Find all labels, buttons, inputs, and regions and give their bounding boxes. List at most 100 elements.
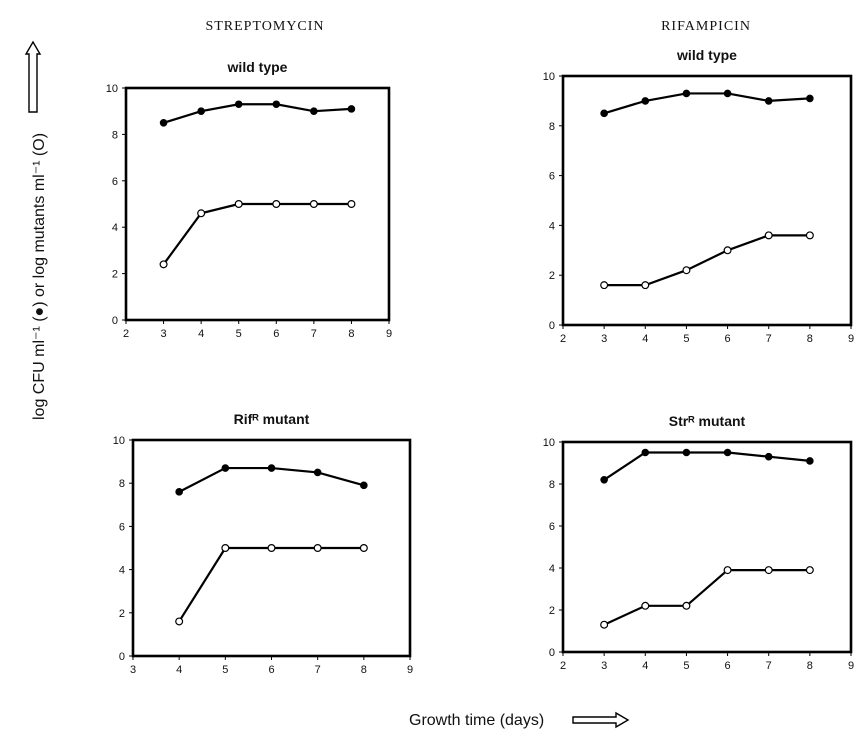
open-data-point	[682, 266, 691, 275]
filled-data-point	[267, 464, 276, 472]
panel-rif-r-mutant-streptomycin: Rifᴿ mutant 3 4 5 6 7 8 9 0 2 4 6 8 10	[113, 411, 413, 676]
series-line	[163, 103, 352, 124]
filled-data-point	[347, 105, 356, 113]
open-data-point	[272, 200, 281, 209]
x-axis-arrow-icon	[572, 711, 630, 729]
x-tick-label: 8	[361, 664, 367, 676]
x-tick-label: 5	[222, 664, 228, 676]
y-tick-label: 0	[549, 647, 555, 659]
series-mutants	[600, 566, 814, 629]
x-axis-title: Growth time (days)	[409, 711, 630, 729]
open-data-point	[359, 543, 368, 552]
y-tick-label: 2	[549, 270, 555, 282]
filled-data-point	[310, 107, 318, 115]
open-data-point	[723, 246, 732, 255]
filled-data-point	[360, 481, 368, 490]
y-tick-label: 2	[549, 605, 555, 617]
filled-data-point	[221, 464, 230, 472]
y-tick-label: 0	[119, 651, 125, 663]
y-axis-title: log CFU ml⁻¹ (●) or log mutants ml⁻¹ (O)	[24, 40, 48, 420]
column-title-streptomycin: STREPTOMYCIN	[205, 19, 324, 34]
x-tick-label: 6	[273, 328, 279, 340]
y-tick-label: 10	[543, 437, 555, 449]
filled-data-point	[159, 119, 168, 127]
filled-data-point	[682, 89, 691, 98]
x-tick-label: 8	[807, 660, 813, 672]
open-data-point	[313, 543, 322, 552]
x-tick-label: 3	[601, 333, 607, 345]
open-data-point	[682, 601, 691, 610]
filled-data-point	[175, 488, 183, 496]
open-data-point	[234, 200, 243, 209]
y-tick-label: 6	[549, 521, 555, 533]
y-tick-label: 8	[549, 479, 555, 491]
open-data-point	[600, 281, 609, 290]
y-axis-label: log CFU ml⁻¹ (●) or log mutants ml⁻¹ (O)	[31, 133, 48, 420]
y-tick-label: 10	[106, 83, 118, 95]
open-data-point	[221, 543, 230, 552]
panel-title: wild type	[676, 47, 737, 63]
filled-data-point	[764, 452, 773, 461]
series-line	[603, 451, 810, 481]
open-data-point	[764, 566, 773, 575]
x-tick-label: 7	[766, 333, 772, 345]
filled-data-point	[197, 107, 205, 115]
x-tick-label: 5	[683, 660, 689, 672]
open-data-point	[641, 601, 650, 610]
open-data-point	[197, 209, 206, 218]
x-tick-label: 7	[311, 328, 317, 340]
open-data-point	[723, 566, 732, 575]
open-data-point	[267, 543, 276, 552]
x-tick-label: 8	[807, 333, 813, 345]
plot-frame	[561, 440, 853, 654]
x-tick-label: 2	[560, 333, 566, 345]
x-tick-label: 9	[848, 660, 854, 672]
x-tick-label: 4	[176, 664, 182, 676]
panel-title: Rifᴿ mutant	[234, 411, 310, 427]
y-axis-arrow-icon	[24, 40, 42, 113]
open-data-point	[641, 281, 650, 290]
x-tick-label: 3	[601, 660, 607, 672]
series-mutants	[600, 231, 814, 290]
series-line	[178, 546, 364, 623]
y-tick-label: 10	[113, 435, 125, 447]
x-tick-label: 9	[848, 333, 854, 345]
series-line	[162, 202, 352, 265]
series-cfu	[600, 448, 814, 484]
panel-title: Strᴿ mutant	[669, 413, 746, 429]
panel-title: wild type	[227, 59, 288, 75]
y-tick-label: 8	[549, 121, 555, 133]
filled-data-point	[723, 89, 732, 98]
x-tick-label: 9	[407, 664, 413, 676]
y-tick-label: 6	[119, 521, 125, 533]
x-tick-label: 2	[123, 328, 129, 340]
y-tick-label: 6	[549, 171, 555, 183]
x-tick-label: 3	[161, 328, 167, 340]
series-line	[603, 92, 810, 115]
open-data-point	[764, 231, 773, 240]
y-tick-label: 10	[543, 71, 555, 83]
y-tick-label: 8	[112, 129, 118, 141]
x-axis-label: Growth time (days)	[409, 712, 544, 729]
y-tick-label: 8	[119, 478, 125, 490]
series-mutants	[175, 543, 368, 626]
y-tick-label: 4	[119, 565, 125, 577]
x-tick-label: 9	[386, 328, 392, 340]
series-cfu	[175, 464, 368, 496]
filled-data-point	[723, 448, 732, 457]
x-tick-label: 5	[683, 333, 689, 345]
open-data-point	[600, 620, 609, 629]
open-data-point	[805, 566, 814, 575]
series-line	[604, 234, 810, 287]
column-title-rifampicin: RIFAMPICIN	[661, 19, 751, 34]
filled-data-point	[600, 109, 608, 118]
y-tick-label: 4	[549, 220, 555, 232]
x-tick-label: 4	[198, 328, 204, 340]
x-tick-label: 8	[348, 328, 354, 340]
x-tick-label: 6	[268, 664, 274, 676]
filled-data-point	[764, 97, 773, 105]
filled-data-point	[600, 476, 608, 484]
series-cfu	[600, 89, 814, 118]
